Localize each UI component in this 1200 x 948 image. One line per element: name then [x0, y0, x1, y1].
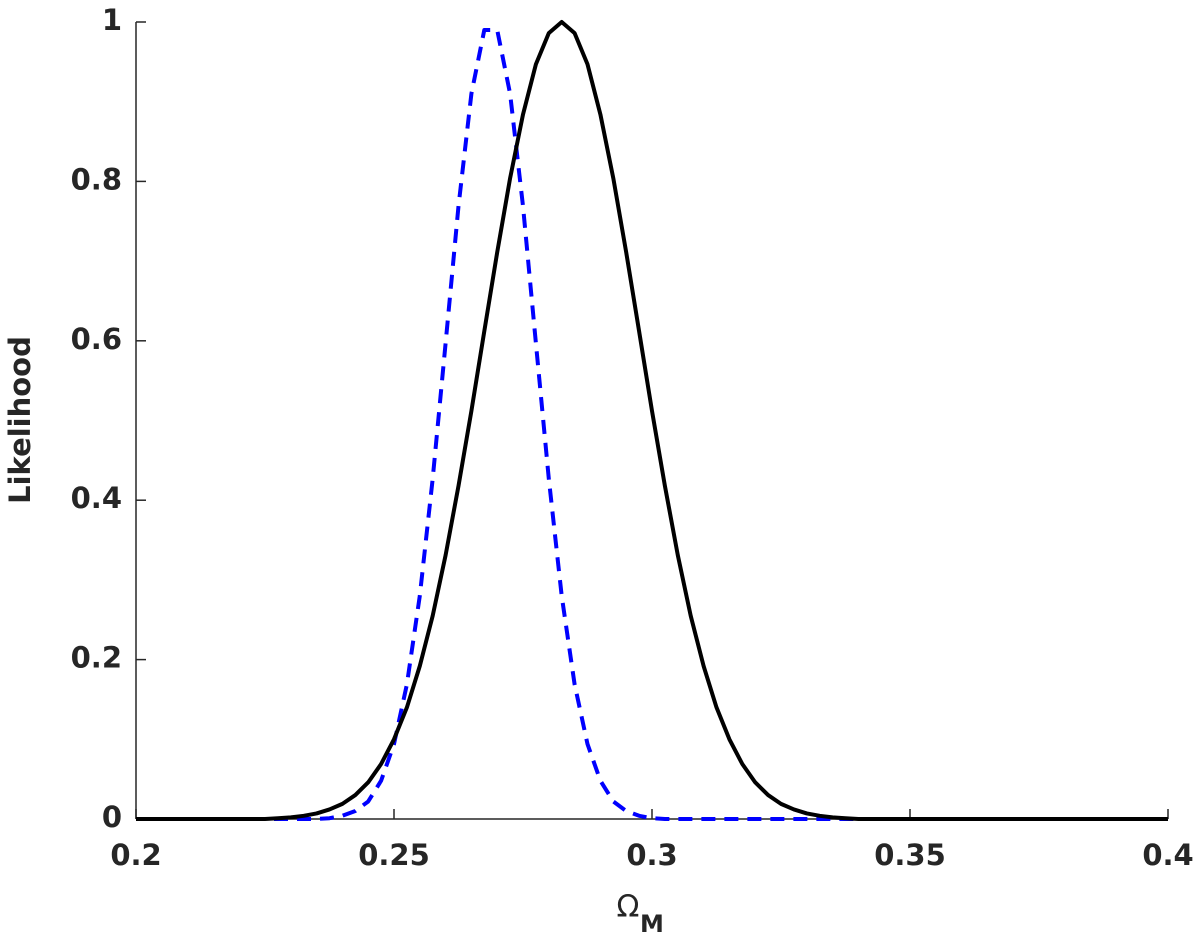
- y-tick-label: 0: [102, 800, 122, 834]
- series-line: [136, 27, 1168, 821]
- x-tick-label: 0.25: [358, 838, 430, 872]
- y-axis-label: Likelihood: [3, 336, 37, 504]
- x-tick-label: 0.3: [626, 838, 677, 872]
- y-tick-label: 0.4: [71, 481, 122, 515]
- y-tick-label: 0.8: [71, 162, 122, 196]
- x-axis-label-subscript: M: [640, 910, 664, 938]
- x-tick-label: 0.2: [110, 838, 161, 872]
- x-axis-label: Ω: [617, 890, 640, 925]
- y-tick-label: 0.2: [71, 641, 122, 675]
- x-tick-label: 0.35: [874, 838, 946, 872]
- x-tick-label: 0.4: [1142, 838, 1193, 872]
- y-tick-label: 0.6: [71, 322, 122, 356]
- series-line: [136, 20, 1168, 821]
- y-tick-label: 1: [102, 3, 122, 37]
